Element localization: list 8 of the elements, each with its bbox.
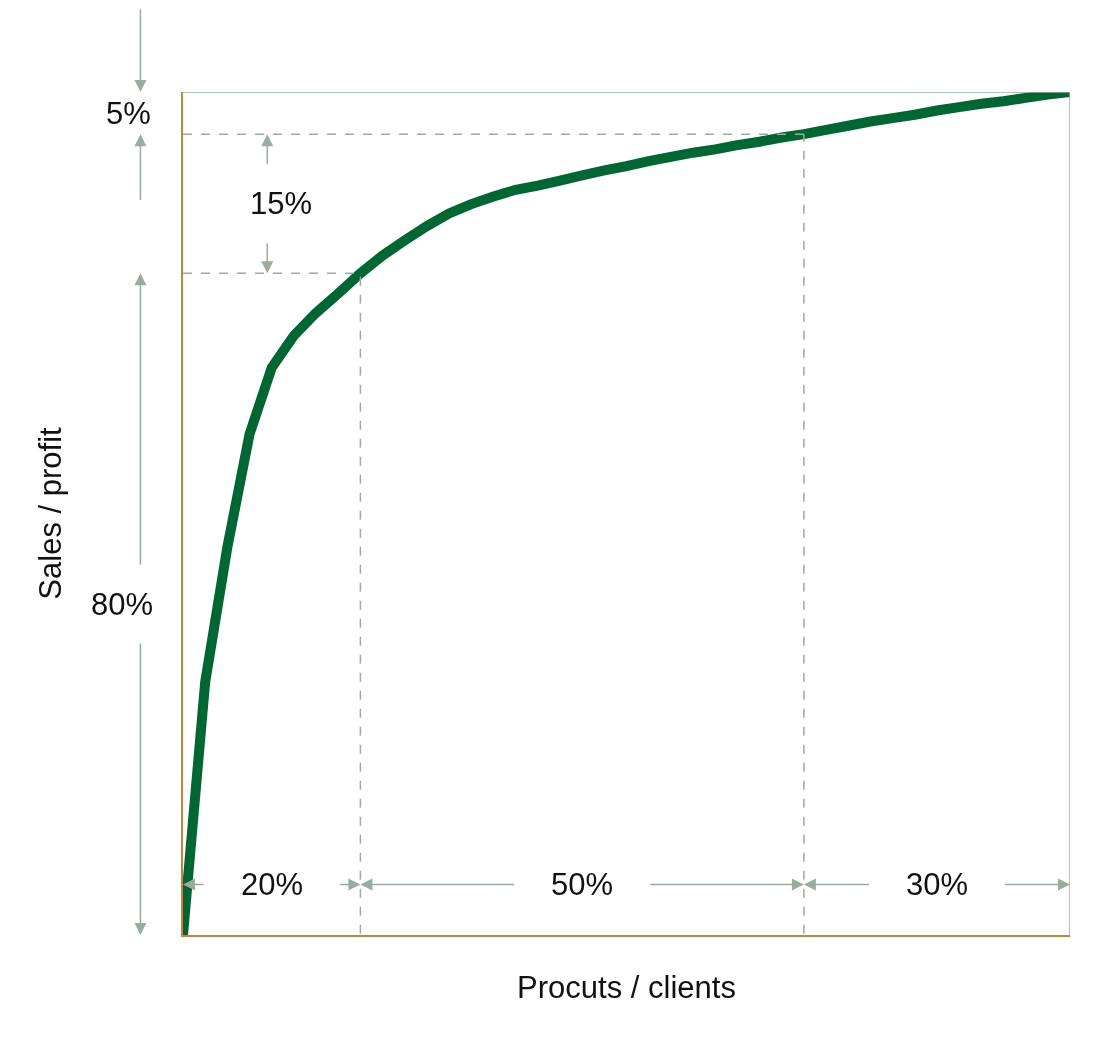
text: 80% [91,587,154,622]
x-axis-title: Procuts / clients [517,969,736,1005]
annotation: 50% [551,867,614,902]
y-axis-title: Sales / profit [33,426,69,600]
text: 5% [106,96,151,131]
annotation: 30% [906,867,969,902]
annotation: 20% [241,867,304,902]
annotation: 15% [250,186,313,221]
